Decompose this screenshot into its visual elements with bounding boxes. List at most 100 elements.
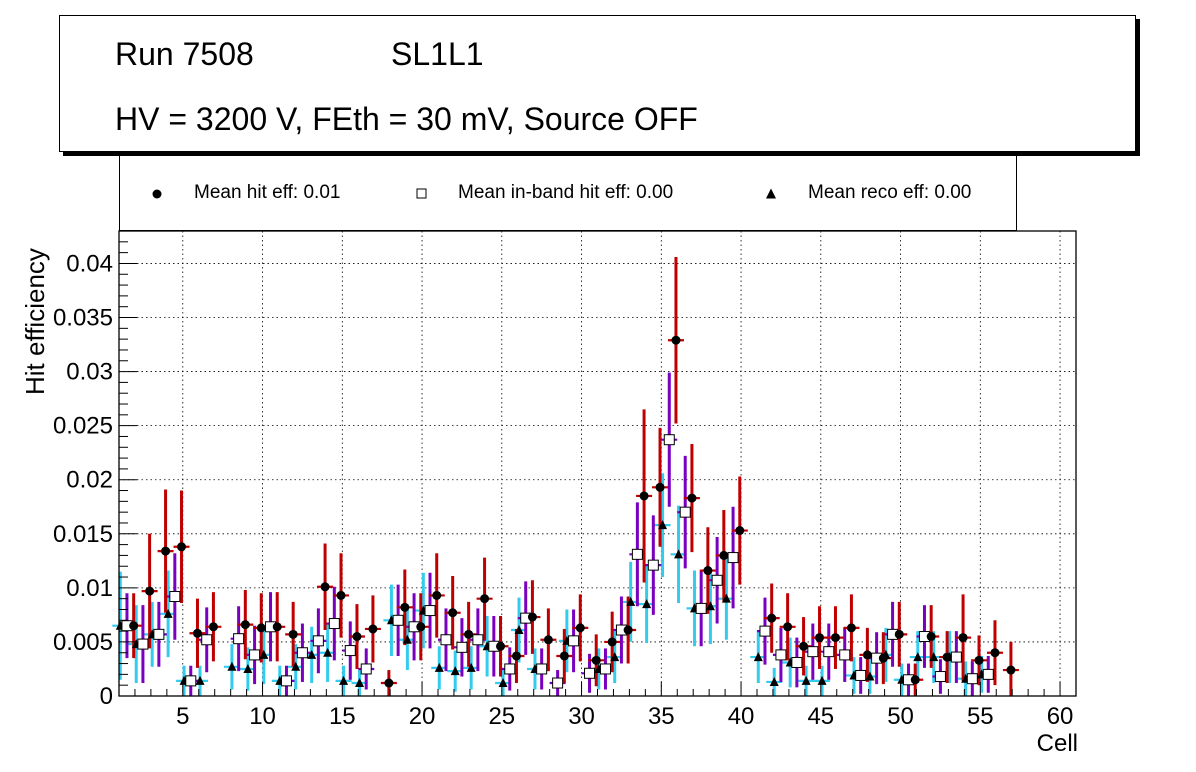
inband-eff-marker [759, 625, 771, 637]
reco-eff-marker [323, 647, 333, 657]
hit-eff-marker [830, 633, 840, 643]
inband-eff-marker [249, 649, 261, 661]
hit-eff-marker [129, 621, 139, 631]
legend-marker-inband-square-icon [416, 188, 427, 199]
legend-inband-label: Mean in-band hit eff: 0.00 [458, 182, 674, 203]
hit-eff-marker [671, 335, 681, 345]
inband-eff-marker [568, 635, 580, 647]
legend-marker-reco-triangle-icon [766, 188, 776, 199]
reco-eff-marker [705, 601, 715, 611]
reco-eff-marker [769, 676, 779, 686]
inband-eff-marker [536, 663, 548, 675]
run-label: Run 7508 [115, 36, 254, 72]
reco-eff-marker [865, 671, 875, 681]
y-tick-label: 0.035 [53, 305, 113, 332]
reco-eff-marker [307, 649, 317, 659]
inband-eff-marker [775, 649, 787, 661]
y-tick-label: 0.03 [66, 359, 113, 386]
inband-eff-marker [631, 548, 643, 560]
reco-eff-marker [434, 662, 444, 672]
hit-eff-marker [799, 641, 809, 651]
hit-eff-marker [735, 526, 745, 536]
inband-eff-marker [312, 635, 324, 647]
hit-eff-marker [623, 625, 633, 635]
hit-eff-marker [815, 633, 825, 643]
x-tick-label: 35 [648, 703, 675, 730]
hit-eff-marker [543, 635, 553, 645]
reco-eff-marker [514, 625, 524, 635]
y-tick-label: 0 [100, 683, 113, 710]
hit-eff-marker [511, 651, 521, 661]
data-markers [115, 335, 1016, 689]
x-tick-label: 60 [1047, 703, 1074, 730]
hit-eff-marker [942, 652, 952, 662]
inband-eff-marker [440, 634, 452, 646]
inband-eff-marker [679, 506, 691, 518]
y-tick-label: 0.025 [53, 413, 113, 440]
inband-eff-marker [966, 673, 978, 685]
hit-eff-marker [846, 623, 856, 633]
hit-eff-marker [272, 622, 282, 632]
inband-eff-marker [711, 574, 723, 586]
inband-eff-marker [950, 651, 962, 663]
hit-eff-marker [687, 493, 697, 503]
reco-eff-marker [466, 662, 476, 672]
hit-eff-marker [161, 546, 171, 556]
title-box: Run 7508 SL1L1 HV = 3200 V, FEth = 30 mV… [59, 15, 1136, 152]
inband-eff-marker [201, 634, 213, 646]
inband-eff-marker [823, 646, 835, 658]
reco-eff-marker [929, 652, 939, 662]
reco-eff-marker [339, 675, 349, 685]
hit-eff-marker [496, 641, 506, 651]
hit-eff-marker [368, 624, 378, 634]
inband-eff-marker [233, 633, 245, 645]
hit-eff-marker [384, 678, 394, 688]
inband-eff-marker [934, 671, 946, 683]
hit-eff-marker [288, 629, 298, 639]
inband-eff-marker [807, 646, 819, 658]
reco-eff-marker [450, 666, 460, 676]
hit-eff-marker [527, 612, 537, 622]
y-axis-label: Hit efficiency [20, 248, 50, 395]
y-tick-label: 0.02 [66, 467, 113, 494]
x-tick-label: 55 [967, 703, 994, 730]
conditions-label: HV = 3200 V, FEth = 30 mV, Source OFF [115, 101, 698, 137]
x-axis-label: Cell [1036, 730, 1078, 757]
hit-eff-marker [655, 482, 665, 492]
reco-eff-marker [801, 675, 811, 685]
x-tick-label: 45 [807, 703, 834, 730]
hit-eff-marker [559, 651, 569, 661]
reco-eff-marker [163, 608, 173, 618]
hit-eff-marker [767, 613, 777, 623]
inband-eff-marker [169, 591, 181, 603]
inband-eff-marker [647, 559, 659, 571]
hit-eff-marker [208, 622, 218, 632]
axis-ticks: 5 10 15 20 25 30 35 40 45 50 55 60 0 0.005 0.01 0.015 0.… [53, 230, 1077, 730]
reco-eff-marker [913, 652, 923, 662]
inband-eff-marker [982, 668, 994, 680]
x-tick-label: 5 [176, 703, 189, 730]
inband-eff-marker [584, 667, 596, 679]
x-tick-label: 10 [249, 703, 276, 730]
inband-eff-marker [791, 656, 803, 668]
reco-eff-marker [402, 634, 412, 644]
reco-eff-marker [817, 675, 827, 685]
reco-eff-marker [753, 652, 763, 662]
inband-eff-marker [360, 663, 372, 675]
x-tick-label: 50 [887, 703, 914, 730]
legend-reco-label: Mean reco eff: 0.00 [808, 182, 972, 203]
inband-eff-marker [855, 669, 867, 681]
reco-eff-marker [227, 661, 237, 671]
hit-eff-marker [719, 550, 729, 560]
hit-eff-marker [416, 622, 426, 632]
hit-eff-marker [575, 623, 585, 633]
hit-eff-marker [958, 633, 968, 643]
x-tick-label: 20 [409, 703, 436, 730]
reco-eff-marker [195, 675, 205, 685]
inband-eff-marker [552, 677, 564, 689]
hit-eff-marker [432, 590, 442, 600]
inband-eff-marker [137, 638, 149, 650]
hit-eff-marker [894, 629, 904, 639]
inband-eff-marker [472, 634, 484, 646]
